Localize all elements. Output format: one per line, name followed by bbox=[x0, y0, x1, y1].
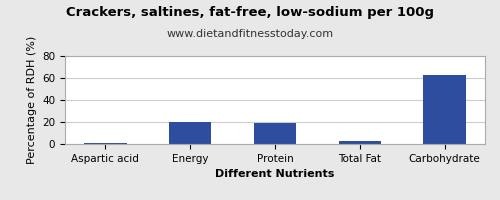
Bar bbox=[254, 123, 296, 144]
Text: www.dietandfitnesstoday.com: www.dietandfitnesstoday.com bbox=[166, 29, 334, 39]
Bar bbox=[84, 143, 126, 144]
Bar bbox=[424, 75, 466, 144]
Y-axis label: Percentage of RDH (%): Percentage of RDH (%) bbox=[26, 36, 36, 164]
Bar bbox=[169, 122, 212, 144]
Text: Crackers, saltines, fat-free, low-sodium per 100g: Crackers, saltines, fat-free, low-sodium… bbox=[66, 6, 434, 19]
X-axis label: Different Nutrients: Different Nutrients bbox=[216, 169, 334, 179]
Bar bbox=[338, 141, 381, 144]
